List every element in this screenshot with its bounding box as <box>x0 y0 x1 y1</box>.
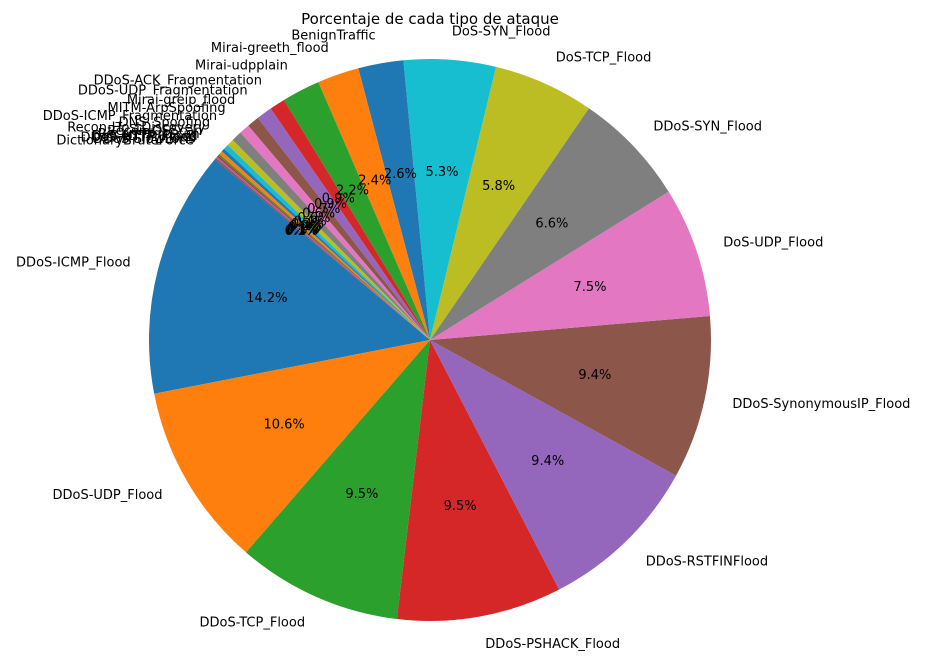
slice-label: DDoS-SlowLoris <box>93 132 195 147</box>
slice-percent-label: 2.4% <box>358 174 391 189</box>
pie-slice <box>283 82 430 340</box>
slice-percent-label: 0.9% <box>314 197 347 212</box>
pie-slice <box>403 59 497 340</box>
slice-percent-label: 0.6% <box>297 211 330 226</box>
pie-slice <box>318 68 430 340</box>
chart-title: Porcentaje de cada tipo de ataque <box>301 10 559 28</box>
slice-percent-label: 5.3% <box>425 165 458 180</box>
slice-label: Mirai-greip_flood <box>127 93 235 108</box>
pie-slice <box>224 144 430 340</box>
slice-label: MITM-ArpSpoofing <box>107 101 225 116</box>
slice-percent-label: 2.2% <box>336 183 369 198</box>
slice-percent-label: 0.1% <box>285 223 318 238</box>
slice-label: Recon-HostDiscovery <box>67 121 206 136</box>
slice-percent-label: 0.9% <box>322 192 355 207</box>
pie-slice <box>218 154 430 340</box>
pie-slice <box>219 151 430 340</box>
slice-percent-label: 9.4% <box>578 368 611 383</box>
slice-percent-label: 0.2% <box>288 221 321 236</box>
slice-label: DoS-HTTP_Flood <box>92 129 198 144</box>
slice-percent-label: 0.4% <box>294 215 327 230</box>
slice-percent-label: 0.3% <box>291 217 324 232</box>
pie-slice <box>248 117 430 340</box>
slice-label: DoS-UDP_Flood <box>723 236 823 251</box>
slice-percent-label: 9.5% <box>444 499 477 514</box>
pie-slice <box>240 125 430 340</box>
slice-percent-label: 0.6% <box>302 207 335 222</box>
slice-percent-label: 6.6% <box>535 217 568 232</box>
slice-label: DDoS-SynonymousIP_Flood <box>732 397 910 412</box>
slice-label: DDoS-ICMP_Fragmentation <box>43 109 217 124</box>
pie-slice <box>214 158 430 340</box>
slice-percent-label: 10.6% <box>263 418 304 433</box>
slice-label: BenignTraffic <box>291 29 375 44</box>
pie-slice <box>430 191 710 340</box>
pie-slice <box>358 60 430 341</box>
pie-slice <box>154 340 430 553</box>
slice-percent-label: 7.5% <box>573 280 606 295</box>
pie-slice <box>430 340 677 590</box>
pie-slice <box>232 132 430 340</box>
pie-slice <box>396 340 560 621</box>
pie-slice <box>430 315 712 476</box>
slice-label: DDoS-SYN_Flood <box>653 119 762 134</box>
slice-label: DoS-TCP_Flood <box>556 51 652 66</box>
slice-label: DDoS-PSHACK_Flood <box>485 637 620 652</box>
slice-label: Recon-PortScan <box>98 127 200 142</box>
slice-label: DDoS-RSTFINFlood <box>646 554 768 569</box>
pie-slice <box>149 159 431 394</box>
slice-label: Recon-OSScan <box>107 124 202 139</box>
slice-percent-label: 0.1% <box>285 224 318 239</box>
slice-label: Mirai-udpplain <box>195 59 288 74</box>
slice-percent-label: 0.1% <box>286 223 319 238</box>
slice-percent-label: 0.7% <box>307 202 340 217</box>
pie-slice <box>215 156 430 340</box>
slice-percent-label: 9.5% <box>345 487 378 502</box>
slice-percent-label: 5.8% <box>482 179 515 194</box>
slice-percent-label: 0.2% <box>289 219 322 234</box>
pie-slices <box>149 59 712 621</box>
slice-percent-label: 14.2% <box>246 291 287 306</box>
pie-percent-labels: 14.2% 10.6% 9.5% 9.5% 9.4% 9.4% 7.5% 6.6% 5.8% 5.… <box>246 165 611 514</box>
pie-slice <box>257 108 430 340</box>
slice-percent-label: 9.4% <box>531 454 564 469</box>
slice-label: Mirai-greeth_flood <box>211 41 329 56</box>
slice-percent-label: 2.6% <box>384 167 417 182</box>
slice-label: DDoS-ACK_Fragmentation <box>94 74 262 89</box>
slice-label: DDoS-ICMP_Flood <box>16 256 131 271</box>
slice-label: DictionaryBruteForce <box>56 134 193 149</box>
pie-slice <box>270 99 430 340</box>
slice-label: DDoS-TCP_Flood <box>200 616 306 631</box>
pie-slice <box>221 148 430 340</box>
slice-label: DNS_Spoofing <box>119 116 211 131</box>
slice-percent-label: 0.1% <box>287 222 320 237</box>
slice-label: DDoS-UDP_Flood <box>52 488 162 503</box>
slice-label: DDoS-HTTP_Flood <box>80 131 196 146</box>
pie-slice <box>217 155 430 340</box>
pie-slice <box>227 139 430 340</box>
pie-slice <box>430 108 669 340</box>
pie-labels: DDoS-ICMP_Flood DDoS-UDP_Flood DDoS-TCP_Fl… <box>16 25 910 652</box>
slice-label: DoS-SYN_Flood <box>452 25 551 40</box>
pie-slice <box>246 340 430 620</box>
pie-slice <box>430 66 589 341</box>
slice-label: DDoS-UDP_Fragmentation <box>78 84 248 99</box>
